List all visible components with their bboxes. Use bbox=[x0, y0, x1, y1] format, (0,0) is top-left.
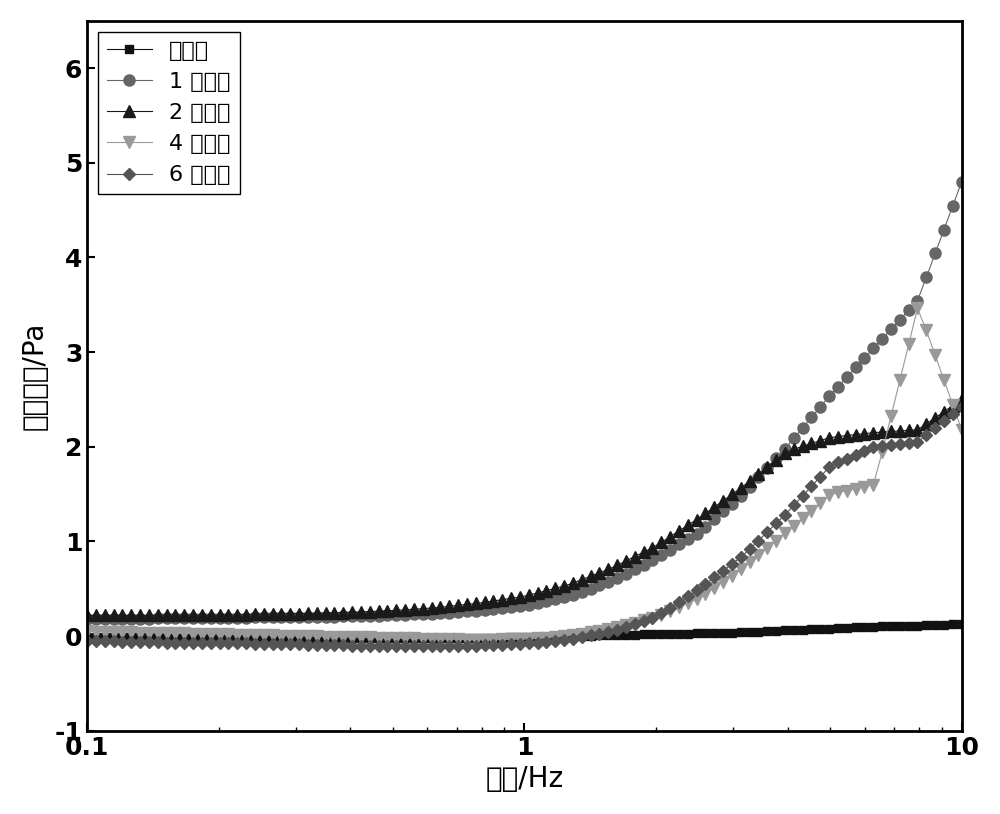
1 次循环 bbox=[81, 615, 93, 624]
1 次循环 bbox=[602, 578, 614, 588]
2 次循环 bbox=[81, 610, 93, 620]
4 次循环 bbox=[929, 350, 941, 360]
2 次循环 bbox=[885, 427, 897, 436]
6 次循环 bbox=[81, 636, 93, 646]
对照组 bbox=[81, 632, 93, 642]
6 次循环 bbox=[434, 641, 446, 651]
4 次循环 bbox=[249, 630, 261, 640]
4 次循环 bbox=[479, 635, 491, 645]
6 次循环 bbox=[894, 439, 906, 449]
2 次循环 bbox=[249, 610, 261, 619]
对照组 bbox=[611, 630, 623, 640]
对照组 bbox=[920, 620, 932, 630]
1 次循环 bbox=[284, 612, 296, 622]
Line: 2 次循环: 2 次循环 bbox=[82, 394, 967, 621]
Y-axis label: 弹性模量/Pa: 弹性模量/Pa bbox=[21, 322, 49, 430]
对照组 bbox=[956, 619, 968, 628]
对照组 bbox=[302, 633, 314, 643]
对照组 bbox=[540, 632, 552, 641]
对照组 bbox=[284, 632, 296, 642]
6 次循环 bbox=[284, 640, 296, 650]
对照组 bbox=[894, 621, 906, 631]
4 次循环 bbox=[284, 631, 296, 641]
4 次循环 bbox=[911, 304, 923, 313]
6 次循环 bbox=[956, 402, 968, 412]
Line: 1 次循环: 1 次循环 bbox=[82, 176, 967, 624]
6 次循环 bbox=[611, 625, 623, 635]
4 次循环 bbox=[540, 632, 552, 642]
2 次循环 bbox=[532, 588, 544, 597]
Line: 对照组: 对照组 bbox=[83, 620, 965, 641]
1 次循环 bbox=[249, 612, 261, 622]
Legend: 对照组, 1 次循环, 2 次循环, 4 次循环, 6 次循环: 对照组, 1 次循环, 2 次循环, 4 次循环, 6 次循环 bbox=[98, 32, 240, 195]
2 次循环 bbox=[284, 609, 296, 619]
Line: 4 次循环: 4 次循环 bbox=[82, 303, 967, 646]
4 次循环 bbox=[611, 622, 623, 632]
6 次循环 bbox=[920, 431, 932, 440]
对照组 bbox=[249, 632, 261, 642]
1 次循环 bbox=[911, 295, 923, 305]
Line: 6 次循环: 6 次循环 bbox=[83, 402, 966, 651]
4 次循环 bbox=[894, 375, 906, 385]
2 次循环 bbox=[602, 564, 614, 574]
2 次循环 bbox=[956, 395, 968, 405]
2 次循环 bbox=[911, 425, 923, 435]
6 次循环 bbox=[249, 639, 261, 649]
1 次循环 bbox=[956, 177, 968, 186]
6 次循环 bbox=[540, 637, 552, 646]
1 次循环 bbox=[885, 324, 897, 334]
1 次循环 bbox=[532, 598, 544, 608]
4 次循环 bbox=[956, 425, 968, 435]
4 次循环 bbox=[81, 627, 93, 637]
X-axis label: 频率/Hz: 频率/Hz bbox=[485, 765, 564, 793]
